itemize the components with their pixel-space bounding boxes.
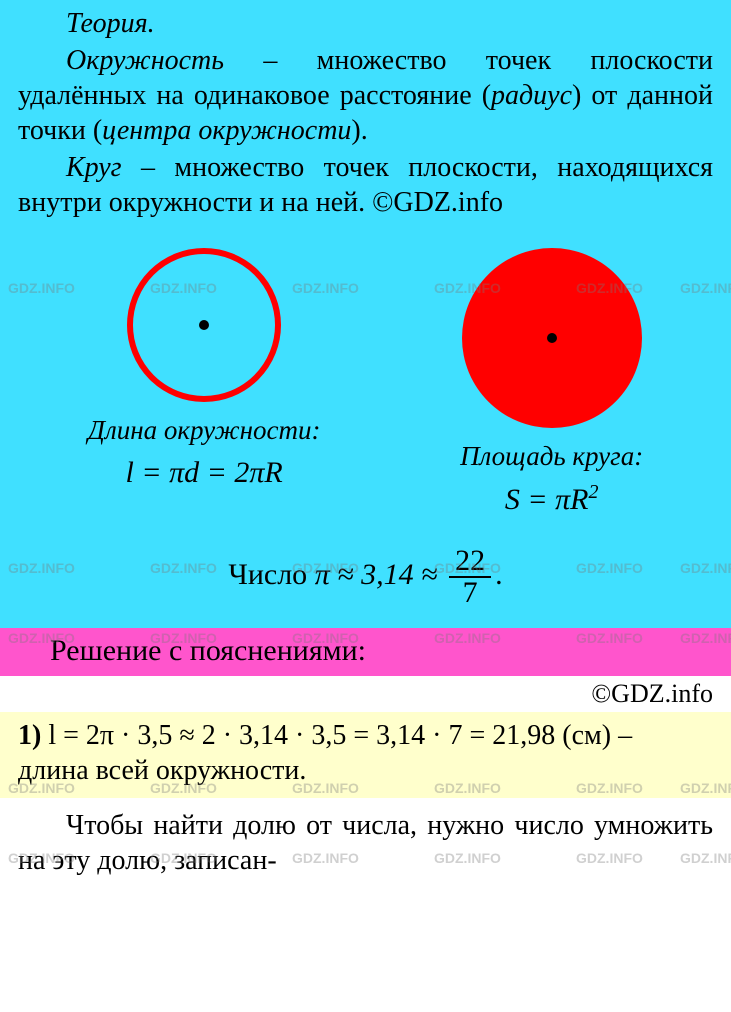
theory-text: Теория. Окружность – множество точек пло… [18, 6, 713, 220]
formula-area: S = πR2 [505, 480, 599, 519]
theory-title: Теория. [66, 8, 155, 39]
center-dot-icon [547, 333, 557, 343]
pi-approx-row: Число π ≈ 3,14 ≈ 22 7 . [18, 546, 713, 608]
caption-area: Площадь круга: [460, 440, 643, 474]
step-number: 1) [18, 720, 41, 751]
note-block: Чтобы найти долю от числа, нужно число у… [0, 798, 731, 878]
step-line2: длина всей окружности. [18, 755, 306, 786]
term-circle: Окружность [66, 45, 224, 76]
copyright-line: ©GDZ.info [0, 676, 731, 713]
figures-row: Длина окружности: l = πd = 2πR Площадь к… [18, 248, 713, 518]
solution-header: Решение с пояснениями: [0, 628, 731, 676]
figure-area: Площадь круга: S = πR2 [460, 248, 643, 518]
step-line1: l = 2π · 3,5 ≈ 2 · 3,14 · 3,5 = 3,14 · 7… [41, 720, 632, 751]
frac-den: 7 [449, 578, 491, 608]
figure-circumference: Длина окружности: l = πd = 2πR [88, 248, 321, 518]
theory-block: Теория. Окружность – множество точек пло… [0, 0, 731, 628]
solution-header-text: Решение с пояснениями: [50, 634, 366, 667]
caption-circumference: Длина окружности: [88, 414, 321, 448]
circle-outline-shape [127, 248, 281, 402]
p2-b: – множество точек плоскости, находящихся… [18, 152, 713, 218]
center-dot-icon [199, 320, 209, 330]
frac-num: 22 [449, 546, 491, 578]
pi-fraction: 22 7 [449, 546, 491, 608]
pi-suffix: . [495, 558, 503, 591]
pi-prefix: Число [228, 558, 314, 591]
note-line1: Чтобы найти долю от числа, нужно [66, 810, 504, 841]
solution-step-1: 1) l = 2π · 3,5 ≈ 2 · 3,14 · 3,5 = 3,14 … [0, 712, 731, 798]
formula-circumference: l = πd = 2πR [126, 454, 283, 492]
pi-expr: π ≈ 3,14 ≈ [315, 558, 445, 591]
term-center: цен­тра окружности [102, 115, 351, 146]
p1-f: ). [351, 115, 367, 146]
term-disk: Круг [66, 152, 122, 183]
term-radius: радиус [491, 80, 572, 111]
copyright-text: ©GDZ.info [591, 679, 713, 708]
circle-fill-shape [462, 248, 642, 428]
